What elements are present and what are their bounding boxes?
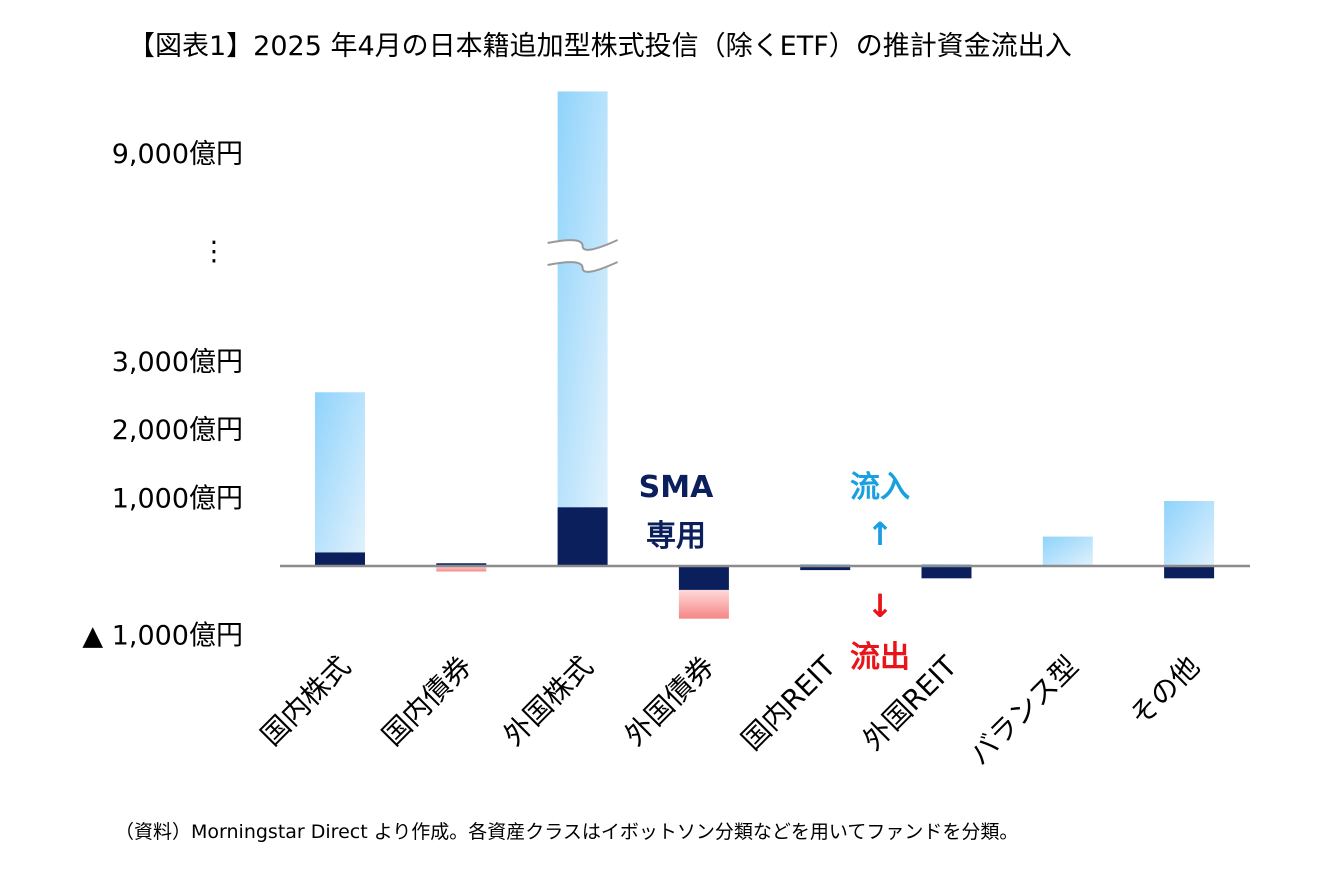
- outflow-label: 流出: [850, 640, 910, 675]
- axis-break-icon: [547, 239, 619, 273]
- category-label: 国内債券: [376, 650, 479, 753]
- inflow-arrow-icon: ↑: [867, 515, 894, 553]
- category-label: 外国株式: [497, 650, 600, 753]
- bar-inflow: [1164, 501, 1215, 566]
- sma-label-line1: SMA: [639, 470, 714, 505]
- source-note: （資料）Morningstar Direct より作成。各資産クラスはイボットソ…: [115, 821, 1018, 843]
- category-label: バランス型: [963, 650, 1085, 772]
- bar-sma: [1164, 566, 1215, 579]
- outflow-arrow-icon: ↓: [867, 587, 894, 625]
- y-tick-label: 1,000億円: [112, 484, 243, 515]
- bar-sma: [678, 566, 729, 590]
- chart-title: 【図表1】2025 年4月の日本籍追加型株式投信（除くETF）の推計資金流出入: [128, 31, 1072, 62]
- bar-inflow: [315, 392, 365, 553]
- bar-sma: [436, 563, 487, 566]
- break-line: [547, 239, 619, 251]
- inflow-label: 流入: [850, 470, 910, 505]
- bar-sma: [557, 507, 608, 566]
- category-label: その他: [1123, 650, 1206, 733]
- bar-outflow: [678, 589, 729, 619]
- bar-inflow: [1042, 536, 1093, 566]
- break-line: [547, 261, 619, 273]
- sma-label-line2: 専用: [646, 519, 706, 554]
- y-tick-label: ▲ 1,000億円: [82, 620, 243, 651]
- y-tick-label: 9,000億円: [112, 139, 243, 170]
- category-label: 国内株式: [254, 650, 357, 753]
- y-tick-label: 2,000億円: [112, 415, 243, 446]
- category-label: 外国債券: [618, 650, 721, 753]
- bar-sma: [315, 552, 365, 566]
- bar-sma: [800, 566, 851, 571]
- category-label: 国内REIT: [735, 649, 843, 757]
- bar-sma: [921, 566, 972, 579]
- bar-outflow: [436, 566, 487, 572]
- y-tick-label: ⋮: [201, 236, 228, 267]
- bar-inflow: [557, 91, 608, 508]
- y-tick-label: 3,000億円: [112, 347, 243, 378]
